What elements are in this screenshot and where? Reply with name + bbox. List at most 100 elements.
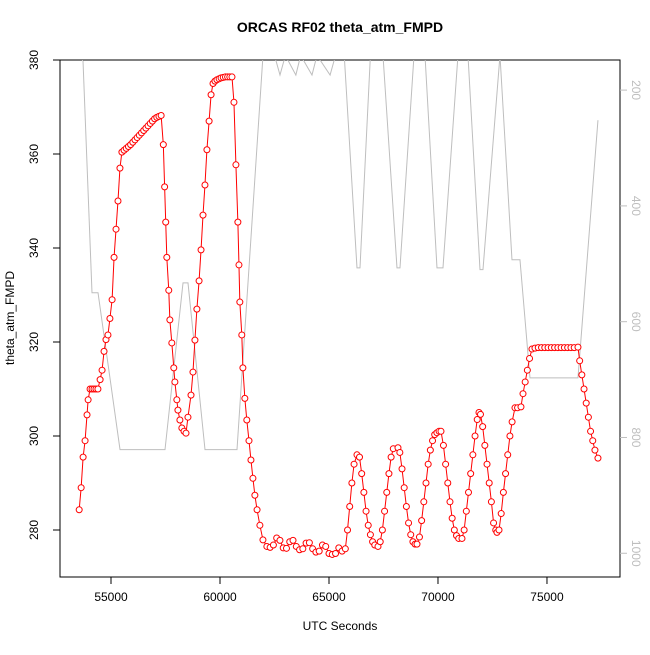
point	[161, 183, 169, 191]
point	[173, 396, 181, 404]
point	[159, 141, 167, 149]
point	[481, 441, 489, 449]
point	[322, 542, 330, 550]
point	[490, 519, 498, 527]
point	[269, 541, 277, 549]
point	[589, 437, 597, 445]
point	[378, 526, 386, 534]
point	[195, 277, 203, 285]
point	[415, 533, 423, 541]
y2-tick-label: 600	[629, 312, 643, 332]
point	[170, 364, 178, 372]
point	[234, 218, 242, 226]
plot-area	[75, 60, 602, 558]
y2-tick-label: 400	[629, 196, 643, 216]
point	[485, 479, 493, 487]
point	[189, 368, 197, 376]
point	[358, 470, 366, 478]
point	[247, 456, 255, 464]
point	[429, 437, 437, 445]
point	[332, 550, 340, 557]
point	[230, 98, 238, 106]
point	[96, 376, 104, 384]
y2-tick-label: 800	[629, 427, 643, 447]
point	[203, 146, 211, 154]
point	[187, 391, 195, 399]
point	[241, 394, 249, 402]
point	[238, 331, 246, 339]
y2-tick-label: 1000	[629, 540, 643, 567]
point	[469, 451, 477, 459]
point	[506, 432, 514, 440]
point	[305, 539, 313, 547]
point	[165, 286, 173, 294]
point	[174, 406, 182, 414]
point	[504, 451, 512, 459]
point	[245, 437, 253, 445]
point	[199, 211, 207, 219]
x-axis-label: UTC Seconds	[303, 619, 378, 633]
y-tick-label: 340	[27, 238, 41, 258]
point	[341, 545, 349, 553]
point	[207, 91, 215, 99]
point	[442, 460, 450, 468]
point	[360, 488, 368, 496]
point	[508, 418, 516, 426]
point	[276, 536, 284, 544]
point	[116, 164, 124, 172]
point	[418, 517, 426, 525]
point	[479, 423, 487, 431]
point	[497, 510, 505, 518]
y-axis-label: theta_atm_FMPD	[3, 271, 17, 365]
point	[420, 498, 428, 506]
point	[523, 366, 531, 374]
y-tick-label: 320	[27, 332, 41, 352]
point	[385, 470, 393, 478]
point	[94, 385, 102, 393]
y-tick-label: 280	[27, 520, 41, 540]
point	[162, 218, 170, 226]
point	[81, 437, 89, 445]
point	[591, 446, 599, 454]
point	[79, 453, 87, 461]
point	[75, 506, 83, 514]
point	[256, 521, 264, 529]
point	[398, 465, 406, 473]
point	[201, 181, 209, 189]
point	[299, 545, 307, 553]
point	[344, 526, 352, 534]
point	[176, 416, 184, 424]
point	[235, 261, 243, 269]
point	[407, 531, 415, 539]
y-tick-label: 300	[27, 426, 41, 446]
point	[487, 498, 495, 506]
point	[168, 339, 176, 347]
point	[467, 470, 475, 478]
point	[182, 429, 190, 437]
y2-tick-label: 200	[629, 80, 643, 100]
point	[104, 331, 112, 339]
point	[171, 378, 179, 386]
point	[465, 488, 473, 496]
x-tick-label: 65000	[312, 590, 346, 604]
point	[106, 315, 114, 322]
point	[473, 416, 481, 424]
point	[387, 453, 395, 461]
point	[163, 253, 171, 261]
point	[582, 399, 590, 407]
point	[450, 526, 458, 534]
point	[366, 531, 374, 539]
point	[205, 117, 213, 125]
point	[166, 316, 174, 324]
point	[402, 503, 410, 510]
point	[83, 411, 91, 419]
point	[259, 536, 267, 544]
point	[476, 410, 484, 418]
point	[594, 454, 602, 462]
point	[495, 526, 503, 534]
point	[460, 526, 468, 534]
point	[437, 427, 445, 435]
point	[400, 484, 408, 492]
